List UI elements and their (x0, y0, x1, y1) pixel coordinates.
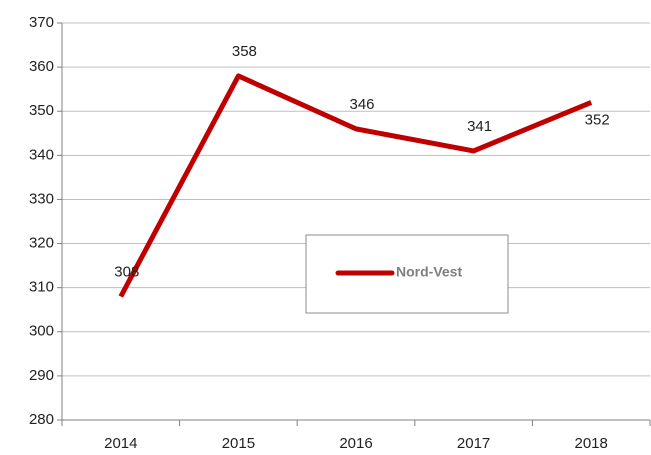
y-tick-label: 280 (29, 411, 54, 428)
data-label: 352 (585, 111, 610, 128)
x-tick-label: 2018 (575, 435, 608, 452)
data-label: 358 (232, 43, 257, 60)
y-tick-label: 320 (29, 235, 54, 252)
x-tick-label: 2014 (104, 435, 137, 452)
y-tick-label: 300 (29, 323, 54, 340)
data-label: 346 (349, 96, 374, 113)
y-tick-label: 370 (29, 14, 54, 31)
y-tick-label: 330 (29, 190, 54, 207)
y-tick-label: 340 (29, 146, 54, 163)
line-series (118, 73, 593, 298)
y-tick-label: 310 (29, 279, 54, 296)
y-tick-label: 350 (29, 102, 54, 119)
y-tick-label: 360 (29, 58, 54, 75)
y-tick-label: 290 (29, 367, 54, 384)
x-tick-label: 2015 (222, 435, 255, 452)
legend: Nord-Vest (305, 234, 509, 314)
x-tick-label: 2017 (457, 435, 490, 452)
legend-label: Nord-Vest (396, 264, 462, 280)
data-label: 341 (467, 118, 492, 135)
data-label: 308 (114, 263, 139, 280)
x-tick-label: 2016 (339, 435, 372, 452)
